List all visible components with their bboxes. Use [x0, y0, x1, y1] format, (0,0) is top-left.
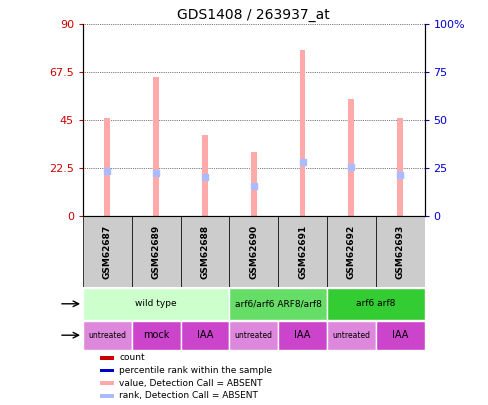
Text: IAA: IAA	[294, 330, 311, 340]
Text: value, Detection Call = ABSENT: value, Detection Call = ABSENT	[119, 379, 263, 388]
Bar	[132, 321, 181, 350]
Point	[299, 159, 306, 166]
Text: GSM62689: GSM62689	[152, 224, 161, 279]
Text: GSM62687: GSM62687	[103, 224, 112, 279]
Bar	[376, 321, 425, 350]
Bar	[100, 382, 114, 385]
Point	[250, 183, 258, 189]
Bar	[83, 288, 229, 320]
Point	[201, 174, 209, 181]
Bar	[229, 288, 327, 320]
Text: wild type: wild type	[135, 299, 177, 308]
Point	[152, 170, 160, 176]
Bar	[83, 215, 132, 288]
Bar	[327, 321, 376, 350]
Bar	[100, 356, 114, 360]
Point	[103, 168, 111, 174]
Point	[396, 172, 404, 179]
Bar	[278, 215, 327, 288]
Text: count: count	[119, 353, 145, 362]
Title: GDS1408 / 263937_at: GDS1408 / 263937_at	[177, 8, 330, 22]
Bar	[397, 118, 403, 215]
Text: untreated: untreated	[88, 331, 126, 340]
Text: GSM62693: GSM62693	[396, 224, 405, 279]
Bar	[229, 321, 278, 350]
Bar	[327, 288, 425, 320]
Text: mock: mock	[143, 330, 169, 340]
Text: arf6 arf8: arf6 arf8	[356, 299, 395, 308]
Text: untreated: untreated	[235, 331, 273, 340]
Text: rank, Detection Call = ABSENT: rank, Detection Call = ABSENT	[119, 391, 258, 401]
Bar	[132, 215, 181, 288]
Text: percentile rank within the sample: percentile rank within the sample	[119, 366, 272, 375]
Bar	[278, 321, 327, 350]
Bar	[251, 152, 257, 215]
Text: IAA: IAA	[392, 330, 408, 340]
Bar	[100, 369, 114, 372]
Text: GSM62691: GSM62691	[298, 224, 307, 279]
Bar	[83, 321, 132, 350]
Bar	[229, 215, 278, 288]
Text: GSM62688: GSM62688	[201, 224, 209, 279]
Point	[347, 164, 355, 170]
Bar	[300, 50, 305, 215]
Bar	[100, 394, 114, 398]
Bar	[181, 321, 229, 350]
Text: arf6/arf6 ARF8/arf8: arf6/arf6 ARF8/arf8	[235, 299, 322, 308]
Text: untreated: untreated	[332, 331, 370, 340]
Text: GSM62692: GSM62692	[347, 224, 356, 279]
Bar	[181, 215, 229, 288]
Text: GSM62690: GSM62690	[249, 224, 258, 279]
Bar	[153, 77, 159, 215]
Bar	[376, 215, 425, 288]
Bar	[348, 99, 354, 215]
Bar	[104, 118, 110, 215]
Bar	[327, 215, 376, 288]
Text: IAA: IAA	[197, 330, 213, 340]
Bar	[202, 135, 208, 215]
